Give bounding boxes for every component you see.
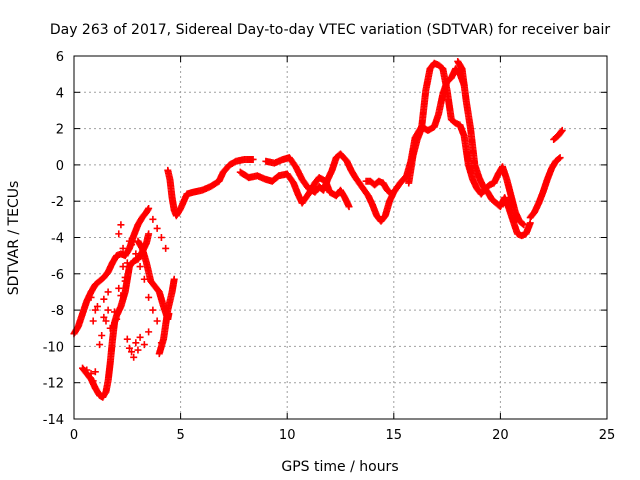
x-tick-label: 20 <box>492 428 509 443</box>
y-axis-label: SDTVAR / TECUs <box>6 181 22 296</box>
data-point <box>104 288 112 296</box>
data-point <box>132 339 140 347</box>
data-point <box>157 234 165 241</box>
x-tick-label: 10 <box>279 428 296 443</box>
data-point <box>153 224 161 232</box>
data-point <box>128 241 136 249</box>
data-point <box>91 368 99 376</box>
grid-lines <box>74 56 607 419</box>
data-point <box>149 215 157 223</box>
data-point <box>145 328 153 336</box>
axis-ticks: 0 5 10 15 20 25 -14 -12 -10 -8 -6 -4 -2 0 2 4 6 <box>43 50 616 443</box>
data-point <box>134 346 142 354</box>
data-point <box>106 324 114 332</box>
data-point <box>145 230 153 238</box>
data-point <box>123 259 131 267</box>
data-point <box>145 293 153 301</box>
data-point <box>115 284 123 292</box>
y-tick-label: 2 <box>56 123 64 138</box>
y-tick-label: 6 <box>56 50 64 65</box>
data-point <box>102 317 110 325</box>
data-point <box>128 348 136 356</box>
data-point <box>83 366 91 374</box>
data-point <box>98 332 106 340</box>
data-point <box>345 203 353 211</box>
data-point <box>519 220 527 228</box>
data-point <box>89 317 97 325</box>
data-point <box>556 154 564 162</box>
plot-frame <box>73 55 608 420</box>
y-tick-label: 4 <box>56 86 64 101</box>
data-point <box>100 295 108 303</box>
data-point <box>145 204 153 212</box>
data-point <box>136 333 144 341</box>
data-point <box>162 244 170 252</box>
data-point <box>121 273 129 281</box>
y-tick-label: -4 <box>51 232 64 247</box>
x-tick-label: 15 <box>386 428 403 443</box>
data-point <box>117 292 125 300</box>
data-point <box>387 189 395 197</box>
data-point <box>104 306 112 314</box>
y-tick-label: -2 <box>51 195 64 210</box>
data-points <box>70 57 566 401</box>
data-point <box>89 377 97 385</box>
data-point <box>130 353 138 361</box>
data-point <box>249 155 257 163</box>
data-point <box>111 308 119 316</box>
data-point <box>153 317 161 325</box>
y-tick-label: 0 <box>56 159 64 174</box>
data-point <box>170 275 178 283</box>
data-point <box>87 293 95 301</box>
data-point <box>113 315 121 323</box>
data-point <box>132 250 140 258</box>
data-point <box>555 155 563 163</box>
data-point <box>149 306 157 314</box>
data-point <box>140 275 148 283</box>
y-tick-label: -14 <box>43 413 64 428</box>
data-point <box>140 341 148 349</box>
data-point <box>91 306 99 314</box>
data-point <box>100 313 108 321</box>
data-point <box>119 263 127 271</box>
data-point <box>557 128 565 136</box>
data-point <box>520 221 528 229</box>
y-tick-label: -8 <box>51 304 64 319</box>
data-point <box>87 370 95 378</box>
x-tick-label: 25 <box>599 428 616 443</box>
y-tick-label: -6 <box>51 268 64 283</box>
y-tick-label: -10 <box>43 340 64 355</box>
y-tick-label: -12 <box>43 377 64 392</box>
data-point <box>388 190 396 198</box>
data-point <box>119 244 127 252</box>
data-point <box>123 335 131 343</box>
data-point <box>125 344 133 352</box>
data-point <box>558 126 566 134</box>
data-point <box>115 230 123 238</box>
data-point <box>136 263 144 271</box>
data-point <box>157 339 165 347</box>
data-point <box>96 341 104 349</box>
x-tick-label: 0 <box>70 428 78 443</box>
data-point <box>93 302 101 310</box>
x-axis-label: GPS time / hours <box>281 459 398 475</box>
data-point <box>125 237 133 245</box>
x-tick-label: 5 <box>176 428 184 443</box>
chart-title: Day 263 of 2017, Sidereal Day-to-day VTE… <box>50 22 611 38</box>
data-point <box>117 221 125 229</box>
